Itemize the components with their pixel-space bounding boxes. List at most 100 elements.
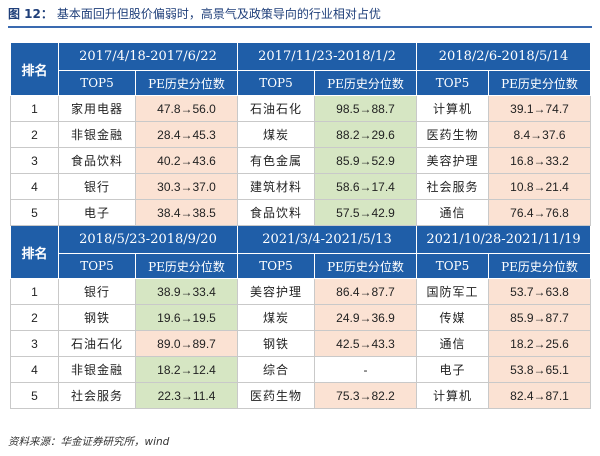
pe-percentile-header: PE历史分位数	[488, 70, 591, 96]
pe-value-cell: 53.8→65.1	[488, 356, 591, 383]
figure-title: 图 12： 基本面回升但股价偏弱时，高景气及政策导向的行业相对占优	[8, 4, 598, 26]
table-row: 4 非银金融 18.2→12.4 综合 - 电子 53.8→65.1	[10, 356, 591, 383]
source-note: 资料来源：华金证券研究所，wind	[8, 436, 170, 448]
industry-cell: 电子	[58, 199, 136, 226]
top5-header: TOP5	[58, 253, 136, 279]
table-row: 2 非银金融 28.4→45.3 煤炭 88.2→29.6 医药生物 8.4→37.6	[10, 121, 591, 148]
table-row: 3 石油石化 89.0→89.7 钢铁 42.5→43.3 通信 18.2→25.6	[10, 330, 591, 357]
pe-value-cell: 22.3→11.4	[135, 382, 238, 409]
industry-cell: 非银金融	[58, 356, 136, 383]
pe-value-cell: 85.9→87.7	[488, 304, 591, 331]
figure-label: 图 12：	[8, 7, 53, 21]
figure-title-text: 基本面回升但股价偏弱时，高景气及政策导向的行业相对占优	[56, 7, 381, 21]
period-header: 2018/5/23-2018/9/20	[58, 225, 238, 254]
pe-percentile-header: PE历史分位数	[135, 70, 238, 96]
industry-cell: 医药生物	[237, 382, 315, 409]
industry-cell: 传媒	[416, 304, 489, 331]
table-row: 2 钢铁 19.6→19.5 煤炭 24.9→36.9 传媒 85.9→87.7	[10, 304, 591, 331]
pe-percentile-header: PE历史分位数	[314, 70, 417, 96]
pe-value-cell: 38.4→38.5	[135, 199, 238, 226]
pe-value-cell: 38.9→33.4	[135, 278, 238, 305]
pe-value-cell: 28.4→45.3	[135, 121, 238, 148]
industry-cell: 社会服务	[58, 382, 136, 409]
period-header: 2017/4/18-2017/6/22	[58, 42, 238, 71]
period-header: 2021/3/4-2021/5/13	[237, 225, 417, 254]
top5-header: TOP5	[58, 70, 136, 96]
pe-value-cell: 57.5→42.9	[314, 199, 417, 226]
pe-percentile-header: PE历史分位数	[135, 253, 238, 279]
pe-value-cell: 40.2→43.6	[135, 147, 238, 174]
pe-value-cell: 10.8→21.4	[488, 173, 591, 200]
industry-cell: 美容护理	[237, 278, 315, 305]
pe-value-cell: 76.4→76.8	[488, 199, 591, 226]
industry-cell: 石油石化	[237, 95, 315, 122]
industry-cell: 食品饮料	[237, 199, 315, 226]
table-row: 5 社会服务 22.3→11.4 医药生物 75.3→82.2 计算机 82.4→87.1	[10, 382, 591, 409]
industry-cell: 煤炭	[237, 304, 315, 331]
rank-cell: 1	[10, 95, 59, 122]
pe-value-cell: 24.9→36.9	[314, 304, 417, 331]
industry-cell: 通信	[416, 199, 489, 226]
industry-cell: 计算机	[416, 382, 489, 409]
industry-cell: 计算机	[416, 95, 489, 122]
pe-value-cell: 85.9→52.9	[314, 147, 417, 174]
rank-cell: 2	[10, 304, 59, 331]
period-header: 2021/10/28-2021/11/19	[416, 225, 591, 254]
pe-value-cell: 98.5→88.7	[314, 95, 417, 122]
pe-value-cell: 53.7→63.8	[488, 278, 591, 305]
pe-value-cell: 18.2→12.4	[135, 356, 238, 383]
pe-value-cell: -	[314, 356, 417, 383]
industry-cell: 美容护理	[416, 147, 489, 174]
pe-value-cell: 39.1→74.7	[488, 95, 591, 122]
industry-cell: 综合	[237, 356, 315, 383]
pe-value-cell: 30.3→37.0	[135, 173, 238, 200]
table-row: 3 食品饮料 40.2→43.6 有色金属 85.9→52.9 美容护理 16.8→33.2	[10, 147, 591, 174]
rank-header: 排名	[10, 42, 59, 96]
period-header-row: 排名 2018/5/23-2018/9/20 2021/3/4-2021/5/13 2…	[10, 225, 591, 279]
rank-cell: 3	[10, 330, 59, 357]
industry-cell: 煤炭	[237, 121, 315, 148]
rank-cell: 2	[10, 121, 59, 148]
table-row: 1 银行 38.9→33.4 美容护理 86.4→87.7 国防军工 53.7→63.8	[10, 278, 591, 305]
industry-cell: 医药生物	[416, 121, 489, 148]
pe-value-cell: 19.6→19.5	[135, 304, 238, 331]
pe-percentile-header: PE历史分位数	[488, 253, 591, 279]
top5-header: TOP5	[237, 70, 315, 96]
sub-header-row: TOP5 PE历史分位数 TOP5 PE历史分位数 TOP5 PE历史分位数	[11, 253, 591, 279]
industry-pe-table: 排名 2017/4/18-2017/6/22 2017/11/23-2018/1/2…	[10, 42, 591, 409]
pe-value-cell: 18.2→25.6	[488, 330, 591, 357]
rank-cell: 4	[10, 173, 59, 200]
period-header-row: 排名 2017/4/18-2017/6/22 2017/11/23-2018/1/2…	[10, 42, 591, 96]
industry-cell: 钢铁	[58, 304, 136, 331]
industry-cell: 钢铁	[237, 330, 315, 357]
top5-header: TOP5	[237, 253, 315, 279]
rank-cell: 5	[10, 382, 59, 409]
industry-cell: 社会服务	[416, 173, 489, 200]
pe-value-cell: 89.0→89.7	[135, 330, 238, 357]
table-row: 4 银行 30.3→37.0 建筑材料 58.6→17.4 社会服务 10.8→21.4	[10, 173, 591, 200]
pe-value-cell: 86.4→87.7	[314, 278, 417, 305]
pe-value-cell: 58.6→17.4	[314, 173, 417, 200]
pe-value-cell: 42.5→43.3	[314, 330, 417, 357]
industry-cell: 食品饮料	[58, 147, 136, 174]
industry-cell: 通信	[416, 330, 489, 357]
top5-header: TOP5	[416, 253, 489, 279]
industry-cell: 建筑材料	[237, 173, 315, 200]
industry-cell: 银行	[58, 278, 136, 305]
pe-value-cell: 16.8→33.2	[488, 147, 591, 174]
industry-cell: 国防军工	[416, 278, 489, 305]
sub-header-row: TOP5 PE历史分位数 TOP5 PE历史分位数 TOP5 PE历史分位数	[11, 70, 591, 96]
industry-cell: 石油石化	[58, 330, 136, 357]
title-divider	[8, 26, 592, 28]
rank-cell: 5	[10, 199, 59, 226]
pe-value-cell: 82.4→87.1	[488, 382, 591, 409]
industry-cell: 家用电器	[58, 95, 136, 122]
pe-percentile-header: PE历史分位数	[314, 253, 417, 279]
top5-header: TOP5	[416, 70, 489, 96]
pe-value-cell: 75.3→82.2	[314, 382, 417, 409]
period-header: 2018/2/6-2018/5/14	[416, 42, 591, 71]
table-row: 5 电子 38.4→38.5 食品饮料 57.5→42.9 通信 76.4→76.8	[10, 199, 591, 226]
industry-cell: 非银金融	[58, 121, 136, 148]
pe-value-cell: 8.4→37.6	[488, 121, 591, 148]
rank-cell: 1	[10, 278, 59, 305]
